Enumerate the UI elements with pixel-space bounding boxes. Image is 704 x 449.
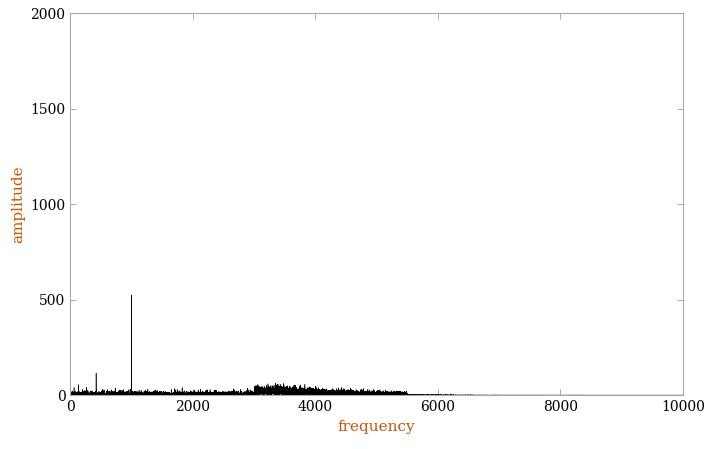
X-axis label: frequency: frequency bbox=[338, 419, 415, 434]
Y-axis label: amplitude: amplitude bbox=[11, 166, 25, 243]
